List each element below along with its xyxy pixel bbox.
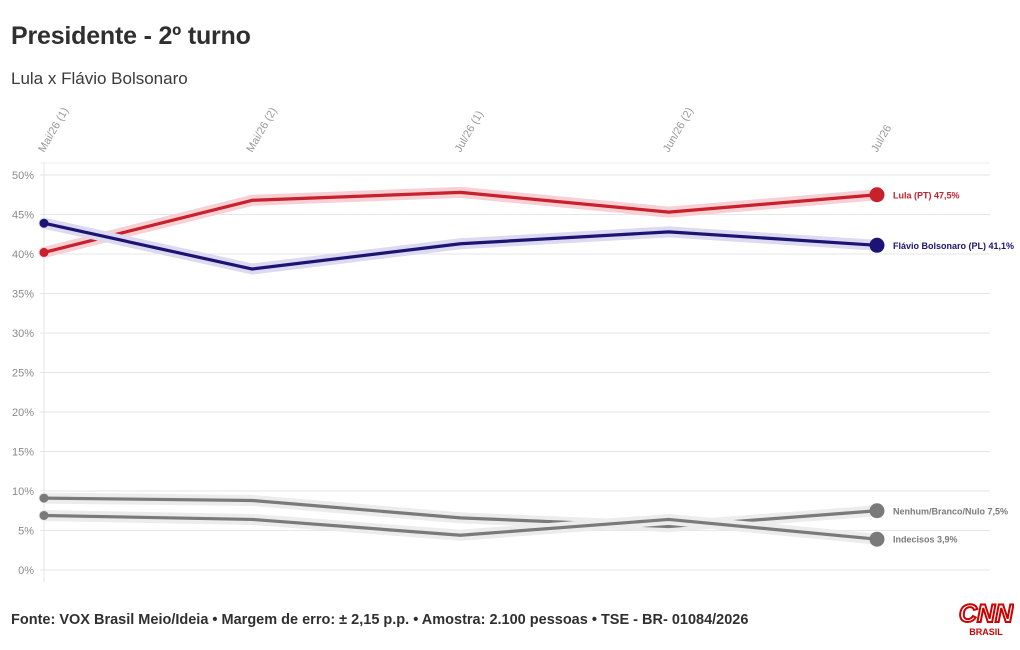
series-start-point	[39, 510, 49, 520]
y-tick-label: 0%	[18, 565, 34, 577]
y-tick-label: 10%	[12, 486, 34, 498]
series-end-point	[869, 503, 885, 519]
cnn-logo-text: CNN	[959, 600, 1014, 628]
y-tick-label: 45%	[12, 210, 34, 222]
y-tick-label: 5%	[18, 526, 34, 538]
y-tick-label: 40%	[12, 249, 34, 261]
y-tick-label: 50%	[12, 170, 34, 182]
series-line	[42, 190, 879, 255]
series-start-point	[39, 493, 49, 503]
cnn-brasil-logo: CNN BRASIL	[958, 599, 1014, 637]
y-tick-label: 30%	[12, 328, 34, 340]
series-halo	[38, 217, 883, 275]
series-end-label: Lula (PT) 47,5%	[893, 190, 960, 200]
series-end-point	[869, 531, 885, 547]
series-start-point	[39, 218, 49, 228]
chart-title: Presidente - 2º turno	[11, 22, 251, 50]
chart-subtitle: Lula x Flávio Bolsonaro	[11, 69, 188, 88]
series-start-point	[39, 247, 49, 257]
series-end-point	[869, 237, 885, 253]
y-tick-label: 25%	[12, 368, 34, 380]
series-end-label: Flávio Bolsonaro (PL) 41,1%	[893, 241, 1014, 251]
x-tick-label: Mai/26 (2)	[244, 106, 279, 155]
y-tick-label: 20%	[12, 407, 34, 419]
y-tick-label: 15%	[12, 447, 34, 459]
x-tick-label: Jul/26	[869, 123, 894, 154]
series-end-label: Nenhum/Branco/Nulo 7,5%	[893, 506, 1008, 516]
series-end-point	[869, 187, 885, 203]
source-footer: Fonte: VOX Brasil Meio/Ideia • Margem de…	[11, 612, 749, 628]
line-chart: 0% 5% 10% 15% 20% 25% 30% 35% 40% 45% 50% Mai/26 (1…	[12, 106, 1014, 582]
y-tick-label: 35%	[12, 289, 34, 301]
series-end-label: Indecisos 3,9%	[893, 535, 958, 545]
series-line	[42, 513, 879, 541]
x-tick-label: Jun/26 (2)	[661, 106, 696, 155]
series-line	[42, 221, 879, 271]
x-tick-label: Mai/26 (1)	[36, 106, 71, 155]
brasil-logo-text: BRASIL	[969, 627, 1003, 637]
x-tick-label: Jul/26 (1)	[453, 109, 486, 155]
